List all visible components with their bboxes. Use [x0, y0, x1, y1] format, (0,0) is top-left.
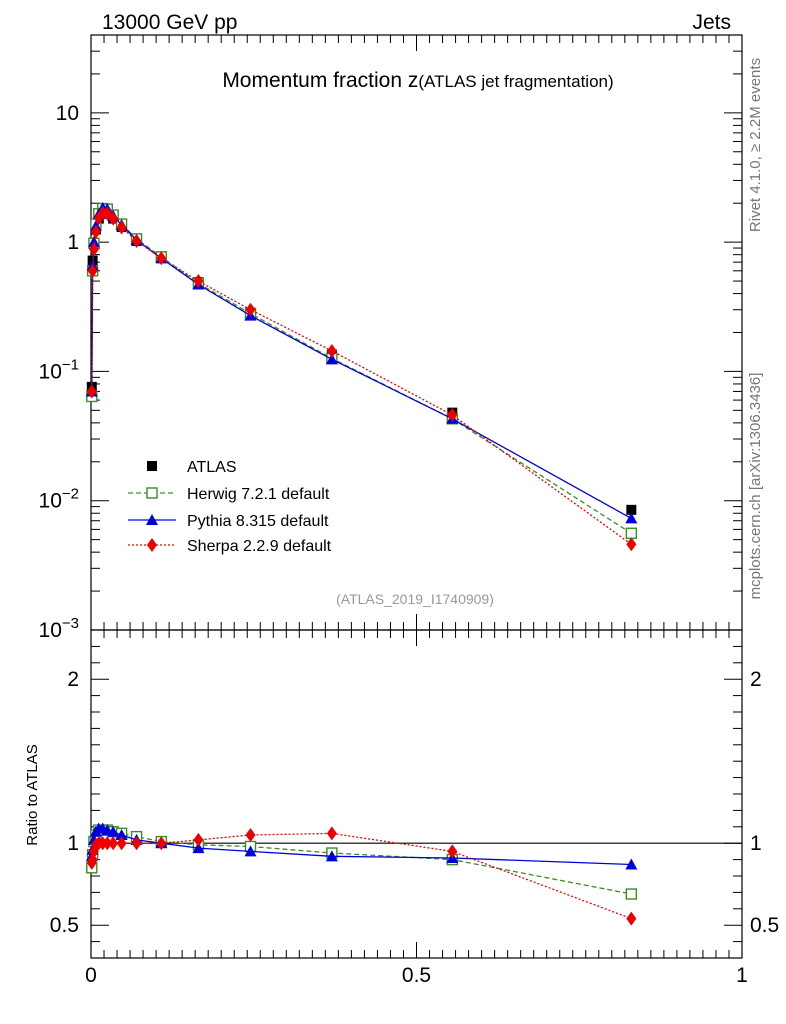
legend-item-herwig: Herwig 7.2.1 default [128, 486, 330, 503]
ratio-y-axis-label: Ratio to ATLAS [24, 744, 41, 845]
main-point-pythia-15 [625, 512, 638, 524]
main-point-sherpa-15 [626, 537, 637, 552]
ratio-line-pythia [91, 827, 632, 866]
x-axis-ticks [103, 630, 730, 958]
ratio-point-pythia-13 [325, 850, 338, 862]
main-point-sherpa-13 [326, 343, 337, 358]
ratio-point-pythia-15 [625, 858, 638, 870]
rivet-label: Rivet 4.1.0, ≥ 2.2M events [747, 58, 764, 232]
ratio-y-tick-label-0.5-right: 0.5 [750, 914, 779, 937]
main-point-sherpa-11 [193, 274, 204, 289]
tick-base: 10 [56, 102, 79, 125]
main-point-pythia-2 [87, 236, 100, 248]
main-point-sherpa-7 [108, 211, 119, 226]
main-point-herwig-15 [625, 527, 638, 539]
analysis-id: (ATLAS_2019_I1740909) [336, 591, 494, 607]
tick-exponent: −3 [62, 615, 79, 632]
ratio-y-tick-label-0.5-left: 0.5 [50, 914, 79, 937]
legend-label-herwig: Herwig 7.2.1 default [187, 486, 330, 503]
main-point-sherpa-10 [156, 251, 167, 266]
legend-marker-herwig [146, 487, 158, 499]
ratio-point-sherpa-11 [193, 832, 204, 847]
ratio-point-sherpa-7 [108, 836, 119, 851]
main-point-sherpa-12 [245, 302, 256, 317]
main-point-sherpa-3 [90, 224, 101, 239]
ratio-point-pythia-12 [244, 845, 257, 857]
ratio-y-tick-label-1-right: 1 [750, 832, 762, 855]
ratio-point-sherpa-13 [326, 826, 337, 841]
main-y-tick-label-2: 10−1 [39, 356, 79, 383]
main-y-tick-label-3: 1 [67, 231, 79, 254]
ratio-y-tick-label-2-left: 2 [67, 668, 79, 691]
legend-label-sherpa: Sherpa 2.2.9 default [187, 538, 332, 555]
tick-base: 10 [39, 490, 62, 513]
ratio-point-sherpa-14 [447, 844, 458, 859]
chart-title-main: Momentum fraction z [222, 69, 418, 92]
ratio-point-sherpa-10 [156, 836, 167, 851]
tick-exponent: −1 [62, 356, 79, 373]
x-tick-label-0.5: 0.5 [402, 964, 431, 987]
ratio-point-pythia-11 [192, 842, 205, 854]
main-y-tick-label-4: 10 [56, 102, 79, 125]
legend: ATLAS Herwig 7.2.1 default Pythia 8.315 … [128, 459, 332, 555]
ratio-point-sherpa-15 [626, 911, 637, 926]
ratio-point-sherpa-12 [245, 828, 256, 842]
legend-label-atlas: ATLAS [187, 459, 237, 476]
ratio-point-herwig-15 [625, 888, 638, 900]
main-point-sherpa-9 [131, 234, 142, 249]
chart-title-sub: (ATLAS jet fragmentation) [418, 72, 613, 91]
source-label: mcplots.cern.ch [arXiv:1306.3436] [747, 373, 764, 600]
legend-marker-pythia [146, 514, 158, 525]
ratio-point-pythia-8 [115, 829, 128, 840]
chart-title: Momentum fraction z(ATLAS jet fragmentat… [222, 69, 613, 92]
x-tick-label-1: 1 [736, 964, 748, 987]
ratio-y-ticks [91, 645, 742, 943]
main-point-sherpa-1 [87, 263, 98, 278]
ratio-line-sherpa [91, 832, 632, 920]
ratio-point-sherpa-9 [131, 836, 142, 851]
legend-item-sherpa: Sherpa 2.2.9 default [128, 538, 332, 555]
header-energy: 13000 GeV pp [102, 11, 237, 34]
main-point-pythia-13 [325, 353, 338, 365]
x-tick-label-0: 0 [85, 964, 97, 987]
legend-item-atlas: ATLAS [147, 459, 237, 476]
main-series-group [85, 201, 638, 552]
tick-base: 10 [39, 619, 62, 642]
tick-base: 1 [67, 231, 79, 254]
ratio-point-sherpa-6 [102, 836, 113, 851]
legend-marker-atlas [147, 461, 157, 471]
main-line-herwig [91, 207, 632, 534]
main-y-tick-label-0: 10−3 [39, 615, 79, 642]
ratio-point-sherpa-8 [116, 836, 127, 851]
main-point-sherpa-14 [447, 408, 458, 423]
ratio-plot-frame [90, 629, 743, 959]
legend-label-pythia: Pythia 8.315 default [187, 513, 329, 530]
ratio-y-tick-label-1-left: 1 [67, 832, 79, 855]
ratio-y-tick-label-2-right: 2 [750, 668, 762, 691]
ratio-point-pythia-7 [107, 825, 120, 837]
main-point-sherpa-8 [116, 220, 127, 235]
main-line-sherpa [91, 212, 632, 545]
legend-item-pythia: Pythia 8.315 default [128, 513, 329, 530]
main-y-ticks [91, 34, 742, 631]
legend-marker-sherpa [147, 538, 157, 552]
main-y-tick-label-1: 10−2 [39, 486, 79, 513]
main-point-sherpa-0 [86, 384, 97, 399]
ratio-series-group [85, 822, 638, 926]
main-point-atlas-15 [626, 504, 637, 515]
tick-base: 10 [39, 360, 62, 383]
main-line-pythia [91, 207, 632, 519]
main-point-sherpa-2 [88, 242, 99, 257]
header-category: Jets [692, 11, 731, 34]
tick-exponent: −2 [62, 486, 79, 503]
